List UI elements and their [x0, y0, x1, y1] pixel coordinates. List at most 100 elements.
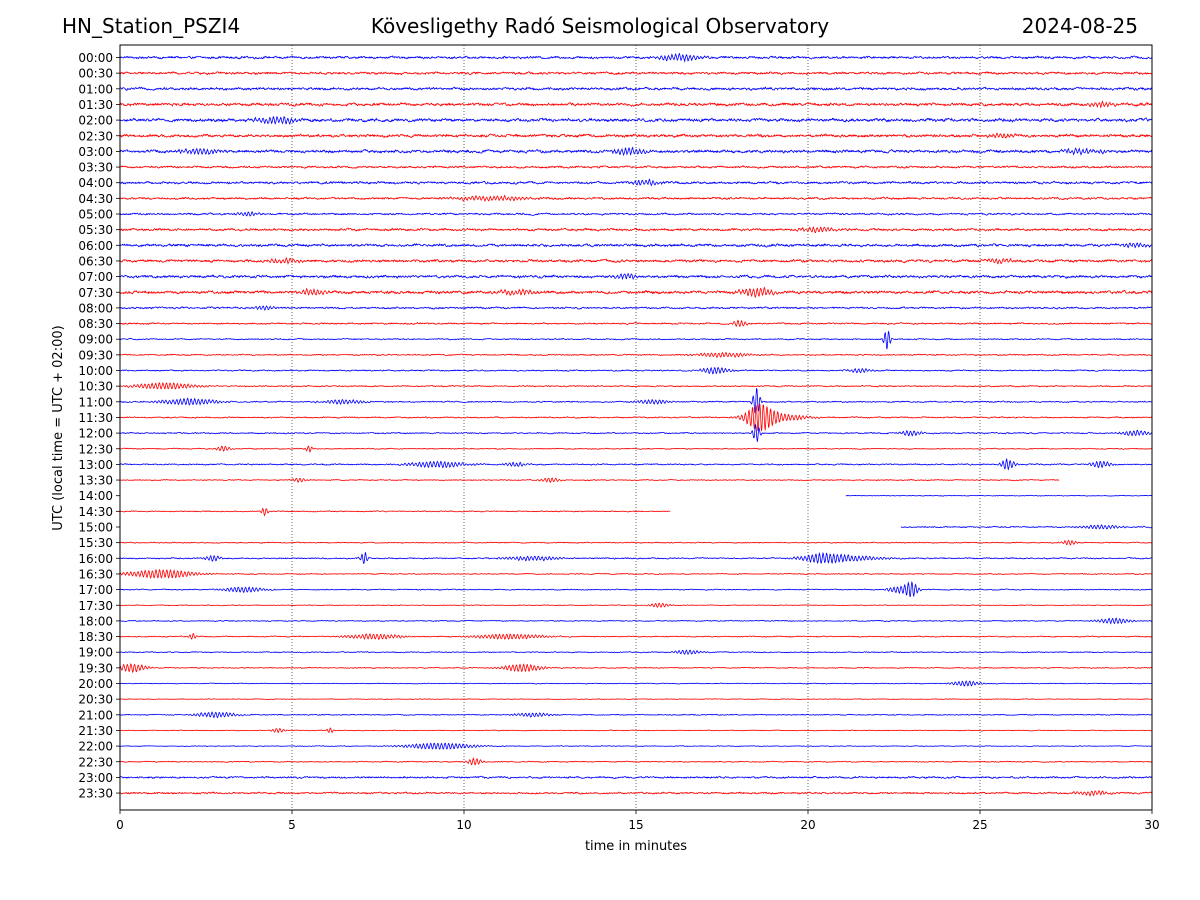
trace-0500 — [119, 210, 1153, 217]
y-tick-label: 21:00 — [78, 708, 113, 722]
trace-2100 — [119, 711, 1153, 719]
y-tick-label: 10:00 — [78, 364, 113, 378]
trace-2030 — [119, 698, 1153, 701]
y-tick-label: 20:30 — [78, 693, 113, 707]
y-tick-label: 03:00 — [78, 145, 113, 159]
trace-0630 — [119, 256, 1153, 265]
x-tick-label: 5 — [288, 818, 296, 832]
y-tick-label: 21:30 — [78, 724, 113, 738]
trace-1230 — [119, 445, 1153, 453]
y-tick-label: 07:30 — [78, 286, 113, 300]
y-tick-label: 23:00 — [78, 771, 113, 785]
trace-0530 — [119, 226, 1153, 233]
y-tick-label: 15:30 — [78, 536, 113, 550]
trace-0130 — [119, 100, 1153, 109]
trace-0730 — [119, 286, 1153, 299]
y-tick-label: 17:30 — [78, 599, 113, 613]
trace-0600 — [119, 242, 1153, 249]
x-tick-label: 0 — [116, 818, 124, 832]
x-axis: 0 5 10 15 20 25 30 — [116, 810, 1160, 832]
y-tick-label: 01:30 — [78, 98, 113, 112]
x-axis-label: time in minutes — [585, 839, 687, 854]
y-tick-label: 01:00 — [78, 82, 113, 96]
y-tick-label: 09:00 — [78, 333, 113, 347]
trace-1130 — [119, 403, 1153, 432]
trace-0800 — [119, 305, 1153, 311]
y-tick-label: 13:00 — [78, 458, 113, 472]
date-label: 2024-08-25 — [1021, 14, 1138, 38]
y-tick-label: 06:30 — [78, 254, 113, 268]
station-label: HN_Station_PSZI4 — [62, 14, 241, 38]
y-tick-label: 07:00 — [78, 270, 113, 284]
trace-1930 — [119, 663, 1153, 674]
trace-1100 — [119, 387, 1153, 414]
trace-0000 — [119, 52, 1153, 63]
x-tick-label: 30 — [1144, 818, 1159, 832]
x-tick-label: 20 — [800, 818, 815, 832]
y-tick-label: 00:00 — [78, 51, 113, 65]
trace-0030 — [119, 71, 1153, 76]
y-tick-label: 19:30 — [78, 661, 113, 675]
y-tick-label: 16:00 — [78, 552, 113, 566]
y-tick-label: 16:30 — [78, 567, 113, 581]
chart-title: Kövesligethy Radó Seismological Observat… — [370, 14, 830, 38]
y-tick-label: 19:00 — [78, 646, 113, 660]
trace-2230 — [119, 757, 1153, 766]
grid-lines — [291, 45, 981, 810]
trace-1330 — [119, 477, 1060, 483]
trace-1400 — [845, 494, 1152, 497]
y-tick-label: 00:30 — [78, 67, 113, 81]
y-tick-label: 22:00 — [78, 740, 113, 754]
y-tick-label: 18:30 — [78, 630, 113, 644]
y-tick-label: 11:00 — [78, 395, 113, 409]
y-tick-label: 06:00 — [78, 239, 113, 253]
trace-1600 — [119, 551, 1153, 565]
y-tick-label: 13:30 — [78, 474, 113, 488]
trace-1500 — [900, 524, 1153, 530]
y-tick-label: 15:00 — [78, 521, 113, 535]
traces-group — [119, 52, 1153, 797]
y-tick-label: 05:30 — [78, 223, 113, 237]
y-tick-label: 02:30 — [78, 129, 113, 143]
trace-0700 — [120, 272, 1153, 281]
trace-1700 — [119, 581, 1153, 598]
trace-1830 — [119, 633, 1153, 641]
y-tick-label: 09:30 — [78, 348, 113, 362]
y-tick-label: 05:00 — [78, 208, 113, 222]
y-tick-label: 08:00 — [78, 301, 113, 315]
trace-2000 — [119, 680, 1153, 687]
trace-1900 — [119, 649, 1153, 655]
trace-0100 — [119, 86, 1153, 92]
x-tick-label: 10 — [456, 818, 471, 832]
trace-1000 — [119, 366, 1153, 375]
y-tick-label: 10:30 — [78, 380, 113, 394]
trace-1300 — [119, 457, 1153, 471]
trace-0930 — [119, 351, 1153, 359]
x-tick-label: 15 — [628, 818, 643, 832]
trace-1730 — [119, 602, 1153, 608]
y-tick-label: 20:00 — [78, 677, 113, 691]
y-tick-label: 03:30 — [78, 161, 113, 175]
trace-1800 — [119, 617, 1153, 625]
trace-1530 — [119, 539, 1153, 546]
trace-0400 — [119, 178, 1153, 187]
trace-1430 — [119, 507, 671, 517]
y-tick-label: 12:30 — [78, 442, 113, 456]
y-tick-label: 08:30 — [78, 317, 113, 331]
y-tick-label: 18:00 — [78, 614, 113, 628]
trace-0900 — [119, 331, 1153, 350]
x-tick-label: 25 — [972, 818, 987, 832]
trace-2330 — [119, 790, 1153, 797]
trace-2200 — [119, 742, 1153, 750]
trace-0830 — [119, 319, 1153, 328]
trace-0300 — [119, 146, 1153, 157]
y-tick-label: 23:30 — [78, 787, 113, 801]
trace-2130 — [119, 727, 1153, 734]
y-tick-label: 04:30 — [78, 192, 113, 206]
y-tick-label: 14:30 — [78, 505, 113, 519]
trace-0200 — [119, 115, 1153, 126]
trace-1200 — [119, 423, 1152, 442]
y-tick-label: 04:00 — [78, 176, 113, 190]
